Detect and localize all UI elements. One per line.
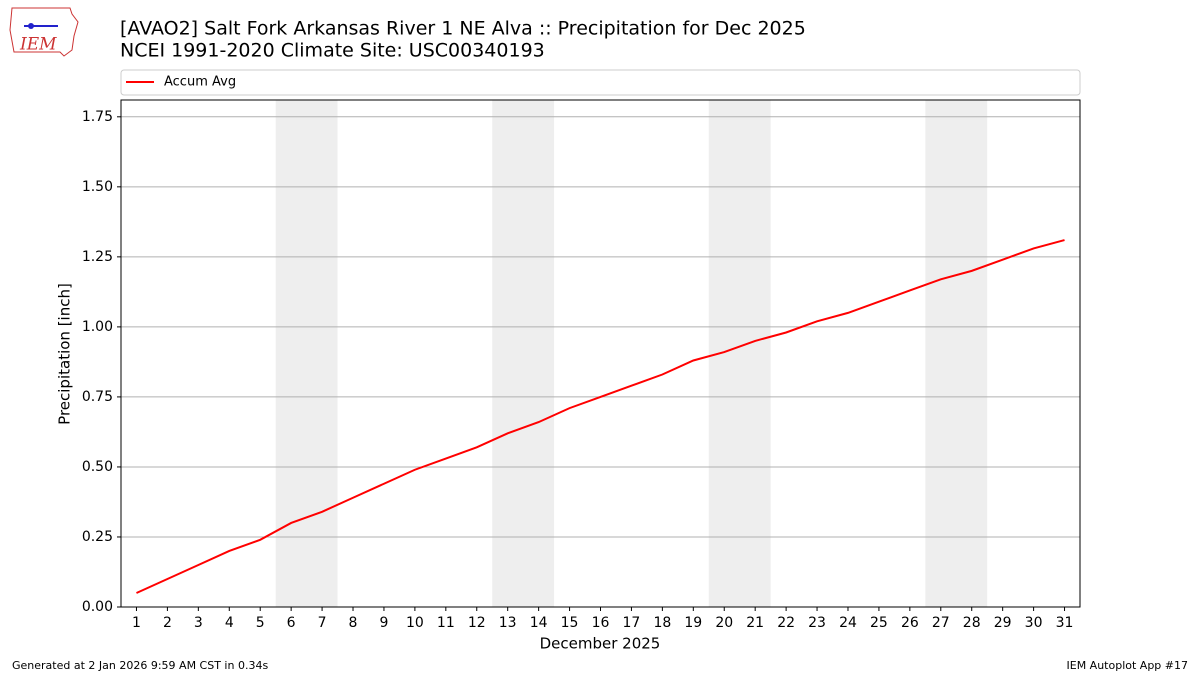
y-tick-label: 0.25 — [82, 529, 113, 545]
x-tick-label: 6 — [287, 615, 296, 631]
x-tick-label: 17 — [623, 615, 641, 631]
y-tick-label: 0.50 — [82, 459, 113, 475]
x-tick-label: 14 — [530, 615, 548, 631]
x-tick-label: 12 — [468, 615, 486, 631]
x-tick-label: 8 — [349, 615, 358, 631]
x-tick-label: 28 — [963, 615, 981, 631]
x-tick-label: 11 — [437, 615, 455, 631]
legend-label: Accum Avg — [164, 75, 236, 90]
x-tick-label: 19 — [684, 615, 702, 631]
x-tick-label: 31 — [1056, 615, 1074, 631]
y-axis-label: Precipitation [inch] — [56, 283, 74, 425]
x-tick-label: 5 — [256, 615, 265, 631]
x-tick-label: 25 — [870, 615, 888, 631]
x-tick-label: 23 — [808, 615, 826, 631]
y-tick-label: 1.25 — [82, 249, 113, 265]
weekend-band — [492, 100, 555, 607]
x-tick-label: 2 — [163, 615, 172, 631]
x-tick-label: 20 — [715, 615, 733, 631]
footer-left: Generated at 2 Jan 2026 9:59 AM CST in 0… — [12, 659, 268, 672]
x-tick-label: 26 — [901, 615, 919, 631]
x-tick-label: 10 — [406, 615, 424, 631]
logo-text: IEM — [19, 35, 57, 55]
x-tick-label: 3 — [194, 615, 203, 631]
x-tick-label: 13 — [499, 615, 517, 631]
plot-frame — [120, 99, 1081, 608]
x-tick-label: 30 — [1025, 615, 1043, 631]
y-tick-label: 1.75 — [82, 109, 113, 125]
y-tick-label: 0.00 — [82, 599, 113, 615]
x-tick-label: 9 — [379, 615, 388, 631]
x-tick-label: 15 — [561, 615, 579, 631]
x-tick-label: 4 — [225, 615, 234, 631]
y-tick-label: 1.00 — [82, 319, 113, 335]
chart-title: [AVAO2] Salt Fork Arkansas River 1 NE Al… — [120, 18, 806, 40]
x-tick-label: 27 — [932, 615, 950, 631]
x-tick-label: 18 — [653, 615, 671, 631]
x-tick-label: 22 — [777, 615, 795, 631]
x-tick-label: 29 — [994, 615, 1012, 631]
footer-right: IEM Autoplot App #17 — [1067, 659, 1189, 672]
x-tick-label: 16 — [592, 615, 610, 631]
legend-box — [120, 69, 1081, 96]
x-tick-label: 1 — [132, 615, 141, 631]
data-line — [136, 239, 1065, 594]
chart-subtitle: NCEI 1991-2020 Climate Site: USC00340193 — [120, 40, 545, 62]
y-tick-label: 0.75 — [82, 389, 113, 405]
logo: IEM — [9, 7, 79, 57]
x-tick-label: 21 — [746, 615, 764, 631]
x-tick-label: 7 — [318, 615, 327, 631]
weekend-band — [925, 100, 988, 607]
x-axis-label: December 2025 — [540, 635, 661, 653]
weekend-band — [275, 100, 338, 607]
y-tick-label: 1.50 — [82, 179, 113, 195]
x-tick-label: 24 — [839, 615, 857, 631]
